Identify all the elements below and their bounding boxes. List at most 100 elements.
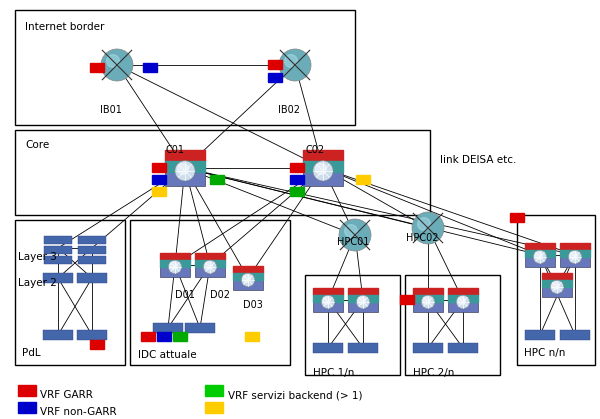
Circle shape (344, 225, 358, 238)
Bar (303, 161, 343, 172)
Circle shape (101, 49, 133, 81)
Text: VRF non-GARR: VRF non-GARR (40, 407, 116, 417)
Text: IB02: IB02 (278, 105, 300, 115)
Bar (313, 288, 343, 312)
Text: Internet border: Internet border (25, 22, 104, 32)
Bar (245, 332, 259, 341)
Text: D01: D01 (175, 290, 195, 300)
Bar (303, 150, 343, 161)
Bar (233, 273, 263, 280)
Bar (44, 236, 72, 244)
Bar (15, 130, 430, 215)
Bar (313, 288, 343, 295)
Bar (303, 150, 343, 186)
Bar (560, 250, 590, 257)
Bar (15, 220, 125, 365)
Text: IB01: IB01 (100, 105, 122, 115)
Circle shape (313, 161, 333, 181)
Bar (305, 275, 400, 375)
Bar (290, 163, 304, 172)
Text: PdL: PdL (22, 348, 41, 358)
Bar (160, 260, 190, 267)
Bar (560, 243, 590, 267)
Circle shape (284, 54, 298, 67)
Bar (90, 63, 104, 72)
Bar (525, 243, 555, 250)
Circle shape (533, 250, 547, 264)
Circle shape (458, 297, 466, 304)
Circle shape (423, 297, 430, 304)
Bar (448, 288, 478, 295)
Circle shape (456, 295, 470, 309)
Bar (153, 323, 183, 333)
Bar (356, 175, 370, 184)
Bar (413, 295, 443, 303)
Bar (90, 340, 104, 349)
Circle shape (241, 273, 255, 287)
Bar (165, 161, 205, 172)
Bar (77, 273, 107, 283)
Bar (130, 220, 290, 365)
Bar (413, 288, 443, 295)
Bar (141, 332, 155, 341)
Bar (210, 175, 224, 184)
Bar (18, 402, 36, 413)
Bar (205, 385, 223, 396)
Bar (78, 256, 106, 264)
Text: HPC 1/n: HPC 1/n (313, 368, 355, 378)
Bar (233, 266, 263, 273)
Circle shape (178, 163, 188, 174)
Bar (78, 246, 106, 254)
Bar (78, 236, 106, 244)
Text: C02: C02 (305, 145, 324, 155)
Bar (173, 332, 187, 341)
Circle shape (321, 295, 335, 309)
Circle shape (168, 260, 182, 274)
Bar (448, 288, 478, 312)
Bar (160, 253, 190, 260)
Circle shape (170, 262, 178, 269)
Bar (195, 253, 225, 277)
Bar (152, 187, 166, 196)
Bar (152, 163, 166, 172)
Text: HPC 2/n: HPC 2/n (413, 368, 454, 378)
Text: IDC attuale: IDC attuale (138, 350, 197, 360)
Bar (268, 73, 282, 82)
Bar (15, 10, 355, 125)
Circle shape (203, 260, 217, 274)
Text: HPC n/n: HPC n/n (524, 348, 565, 358)
Text: VRF servizi backend (> 1): VRF servizi backend (> 1) (228, 390, 362, 400)
Circle shape (243, 275, 250, 282)
Text: link DEISA etc.: link DEISA etc. (440, 155, 517, 165)
Text: C01: C01 (165, 145, 184, 155)
Circle shape (323, 297, 331, 304)
Bar (448, 343, 478, 353)
Circle shape (568, 250, 582, 264)
Bar (448, 295, 478, 303)
Bar (405, 275, 500, 375)
Bar (143, 63, 157, 72)
Bar (268, 60, 282, 69)
Circle shape (107, 54, 119, 67)
Bar (348, 288, 378, 312)
Bar (510, 213, 524, 222)
Bar (290, 175, 304, 184)
Bar (400, 295, 414, 304)
Circle shape (570, 252, 577, 259)
Circle shape (316, 163, 326, 174)
Bar (560, 243, 590, 250)
Bar (348, 343, 378, 353)
Bar (44, 246, 72, 254)
Bar (43, 273, 73, 283)
Bar (185, 323, 215, 333)
Bar (195, 253, 225, 260)
Text: HPC01: HPC01 (337, 237, 370, 247)
Bar (348, 295, 378, 303)
Bar (542, 273, 572, 280)
Bar (313, 343, 343, 353)
Text: VRF GARR: VRF GARR (40, 390, 93, 400)
Bar (290, 187, 304, 196)
Bar (413, 288, 443, 312)
Bar (18, 385, 36, 396)
Bar (157, 332, 171, 341)
